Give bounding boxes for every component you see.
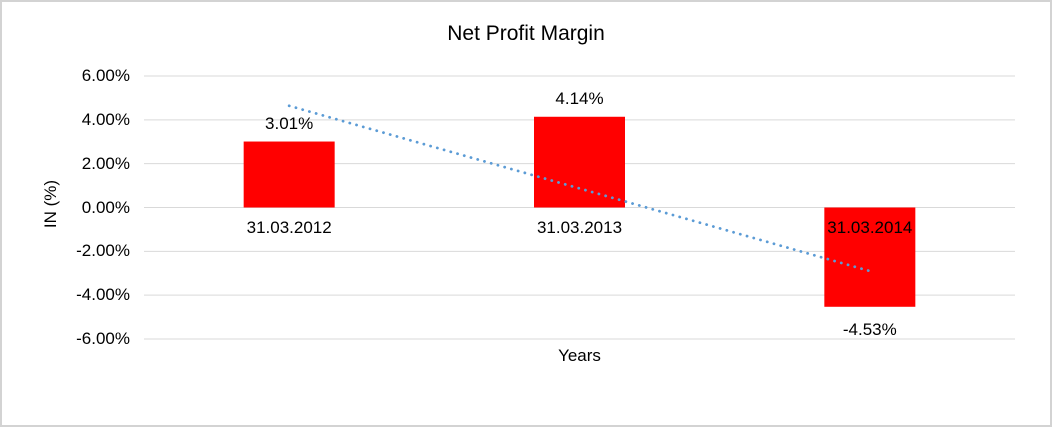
value-label: 4.14%: [555, 88, 604, 108]
x-axis-title: Years: [558, 346, 601, 365]
y-tick-label: 4.00%: [81, 109, 130, 129]
y-tick-label: -6.00%: [76, 329, 130, 348]
chart-title: Net Profit Margin: [447, 22, 605, 45]
trendline: [287, 104, 872, 273]
y-tick-label: 6.00%: [81, 66, 130, 85]
value-label: -4.53%: [842, 319, 897, 339]
category-label: 31.03.2014: [827, 218, 913, 237]
category-label: 31.03.2013: [536, 218, 623, 237]
bar-31.03.2013: [534, 116, 625, 208]
category-label: 31.03.2012: [246, 218, 332, 237]
y-tick-label: -2.00%: [76, 241, 130, 261]
bar-31.03.2012: [243, 141, 335, 208]
y-tick-label: 2.00%: [81, 153, 130, 173]
y-axis-title: IN (%): [41, 179, 60, 229]
y-tick-label: -4.00%: [76, 285, 130, 305]
value-label: 3.01%: [265, 113, 314, 133]
bar-31.03.2014: [824, 207, 916, 307]
y-tick-label: 0.00%: [81, 197, 130, 217]
